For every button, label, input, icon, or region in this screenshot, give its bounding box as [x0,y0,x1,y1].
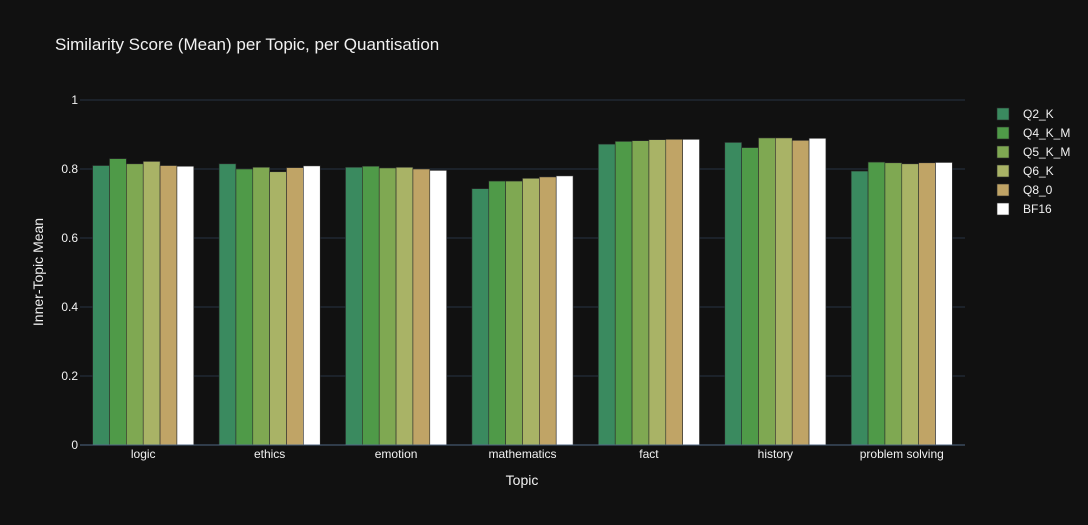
bar [488,180,506,446]
bar [648,139,667,446]
x-tick-label: ethics [254,447,285,461]
legend-swatch [996,126,1010,140]
x-axis-title: Topic [506,472,539,488]
bar [850,170,869,446]
legend-swatch [996,107,1010,121]
legend-label: Q4_K_M [1023,126,1070,140]
bar [665,139,683,446]
y-tick-label: 1 [71,93,78,107]
legend-swatch [996,145,1010,159]
bar [142,161,161,446]
bar [555,175,574,446]
bar [724,142,742,446]
bar [918,162,936,446]
y-axis-title: Inner-Topic Mean [30,218,46,326]
bar [269,171,287,446]
bar [598,143,616,446]
bar [808,137,827,446]
bar [791,140,810,446]
x-tick-label: mathematics [488,447,556,461]
bar [539,176,557,446]
y-tick-label: 0 [71,438,78,452]
x-tick-label: fact [639,447,659,461]
legend-swatch [996,202,1010,216]
bar [286,167,304,446]
legend: Q2_K Q4_K_M Q5_K_M Q6_K Q8_0 BF16 [996,107,1070,216]
legend-label: Q8_0 [1023,183,1053,197]
bar [758,137,776,446]
bar [471,188,490,446]
bar [412,168,431,446]
legend-label: Q6_K [1023,164,1054,178]
bar [741,147,759,446]
x-tick-label: problem solving [860,447,944,461]
bar [362,165,380,446]
bar [218,163,237,446]
bar [614,141,633,446]
bar [176,165,195,446]
legend-label: BF16 [1023,202,1052,216]
bar [92,165,110,446]
y-tick-label: 0.2 [61,369,78,383]
x-tick-label: history [758,447,793,461]
y-tick-label: 0.6 [61,231,78,245]
axis-layer: 0 0.2 0.4 0.6 0.8 1 logic ethics emotion mathemat… [61,93,965,461]
bar [505,180,523,446]
bar [884,162,903,446]
legend-label: Q5_K_M [1023,145,1070,159]
x-tick-label: logic [131,447,156,461]
bar [303,165,321,446]
bar [345,166,363,446]
bar [935,162,953,446]
y-tick-label: 0.4 [61,300,78,314]
bar [378,167,397,446]
x-tick-label: emotion [375,447,418,461]
bar [429,170,447,446]
legend-swatch [996,164,1010,178]
chart-title: Similarity Score (Mean) per Topic, per Q… [55,35,439,54]
bar [682,139,700,446]
bar [775,137,793,446]
bar [631,140,650,446]
bar [522,178,540,446]
bar [901,163,919,446]
legend-swatch [996,183,1010,197]
y-tick-label: 0.8 [61,162,78,176]
bar [159,165,178,446]
bar [252,166,270,446]
bar [235,168,254,446]
legend-label: Q2_K [1023,107,1054,121]
bar [126,163,144,446]
bar [867,161,886,446]
bar [109,158,127,446]
bars-layer [92,137,953,446]
bar [395,166,414,446]
